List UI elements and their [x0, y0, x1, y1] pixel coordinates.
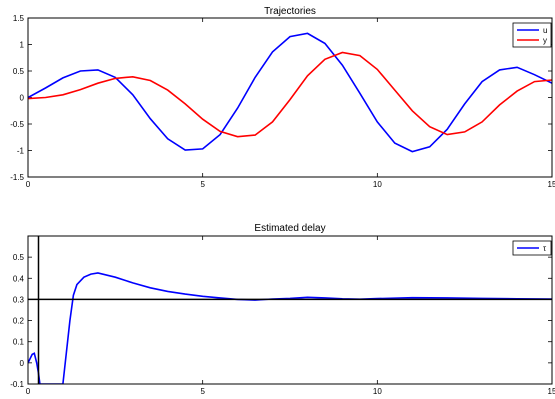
y-tick-label: 0.5 — [13, 253, 25, 262]
chart-ticks: 0 5 10 15 -1.5 -1 -0.5 0 0.5 1 1.5 — [10, 14, 555, 189]
y-tick-label: 0.4 — [13, 274, 25, 283]
y-tick-label: 1 — [20, 41, 25, 50]
y-tick-label: 0.3 — [13, 295, 25, 304]
chart-title: Trajectories — [264, 6, 316, 17]
x-tick-label: 5 — [200, 180, 205, 189]
y-tick-label: 0 — [20, 94, 25, 103]
x-tick-label: 0 — [26, 387, 31, 396]
legend-label: y — [543, 36, 547, 45]
chart-series — [28, 236, 552, 384]
y-tick-label: 0.1 — [13, 338, 25, 347]
series-line-tau — [28, 273, 552, 384]
trajectories-chart: Trajectories 0 5 10 15 -1.5 -1 -0.5 0 0.5 1 1.5 uy — [10, 6, 555, 189]
estimated-delay-chart: Estimated delay 0 5 10 15-0.100.10.20.30.40… — [10, 223, 555, 396]
x-tick-label: 15 — [548, 387, 555, 396]
x-tick-label: 0 — [26, 180, 31, 189]
legend-label: u — [543, 26, 547, 35]
chart-series — [28, 33, 552, 151]
x-tick-label: 10 — [373, 180, 382, 189]
plot-area-frame — [28, 18, 552, 177]
chart-legend: τ — [513, 241, 551, 255]
series-line-u — [28, 33, 552, 151]
y-tick-label: 1.5 — [13, 14, 25, 23]
x-tick-label: 10 — [373, 387, 382, 396]
chart-ticks: 0 5 10 15-0.100.10.20.30.40.5 — [10, 236, 555, 396]
y-tick-label: -1.5 — [10, 173, 24, 182]
y-tick-label: -1 — [17, 147, 25, 156]
x-tick-label: 5 — [200, 387, 205, 396]
chart-title: Estimated delay — [254, 223, 325, 234]
y-tick-label: -0.1 — [10, 380, 24, 389]
chart-legend: uy — [513, 23, 551, 47]
y-tick-label: 0.5 — [13, 67, 25, 76]
y-tick-label: -0.5 — [10, 120, 24, 129]
y-tick-label: 0.2 — [13, 317, 25, 326]
x-tick-label: 15 — [548, 180, 555, 189]
y-tick-label: 0 — [20, 359, 25, 368]
series-line-y — [28, 53, 552, 137]
plot-area-frame — [28, 236, 552, 384]
